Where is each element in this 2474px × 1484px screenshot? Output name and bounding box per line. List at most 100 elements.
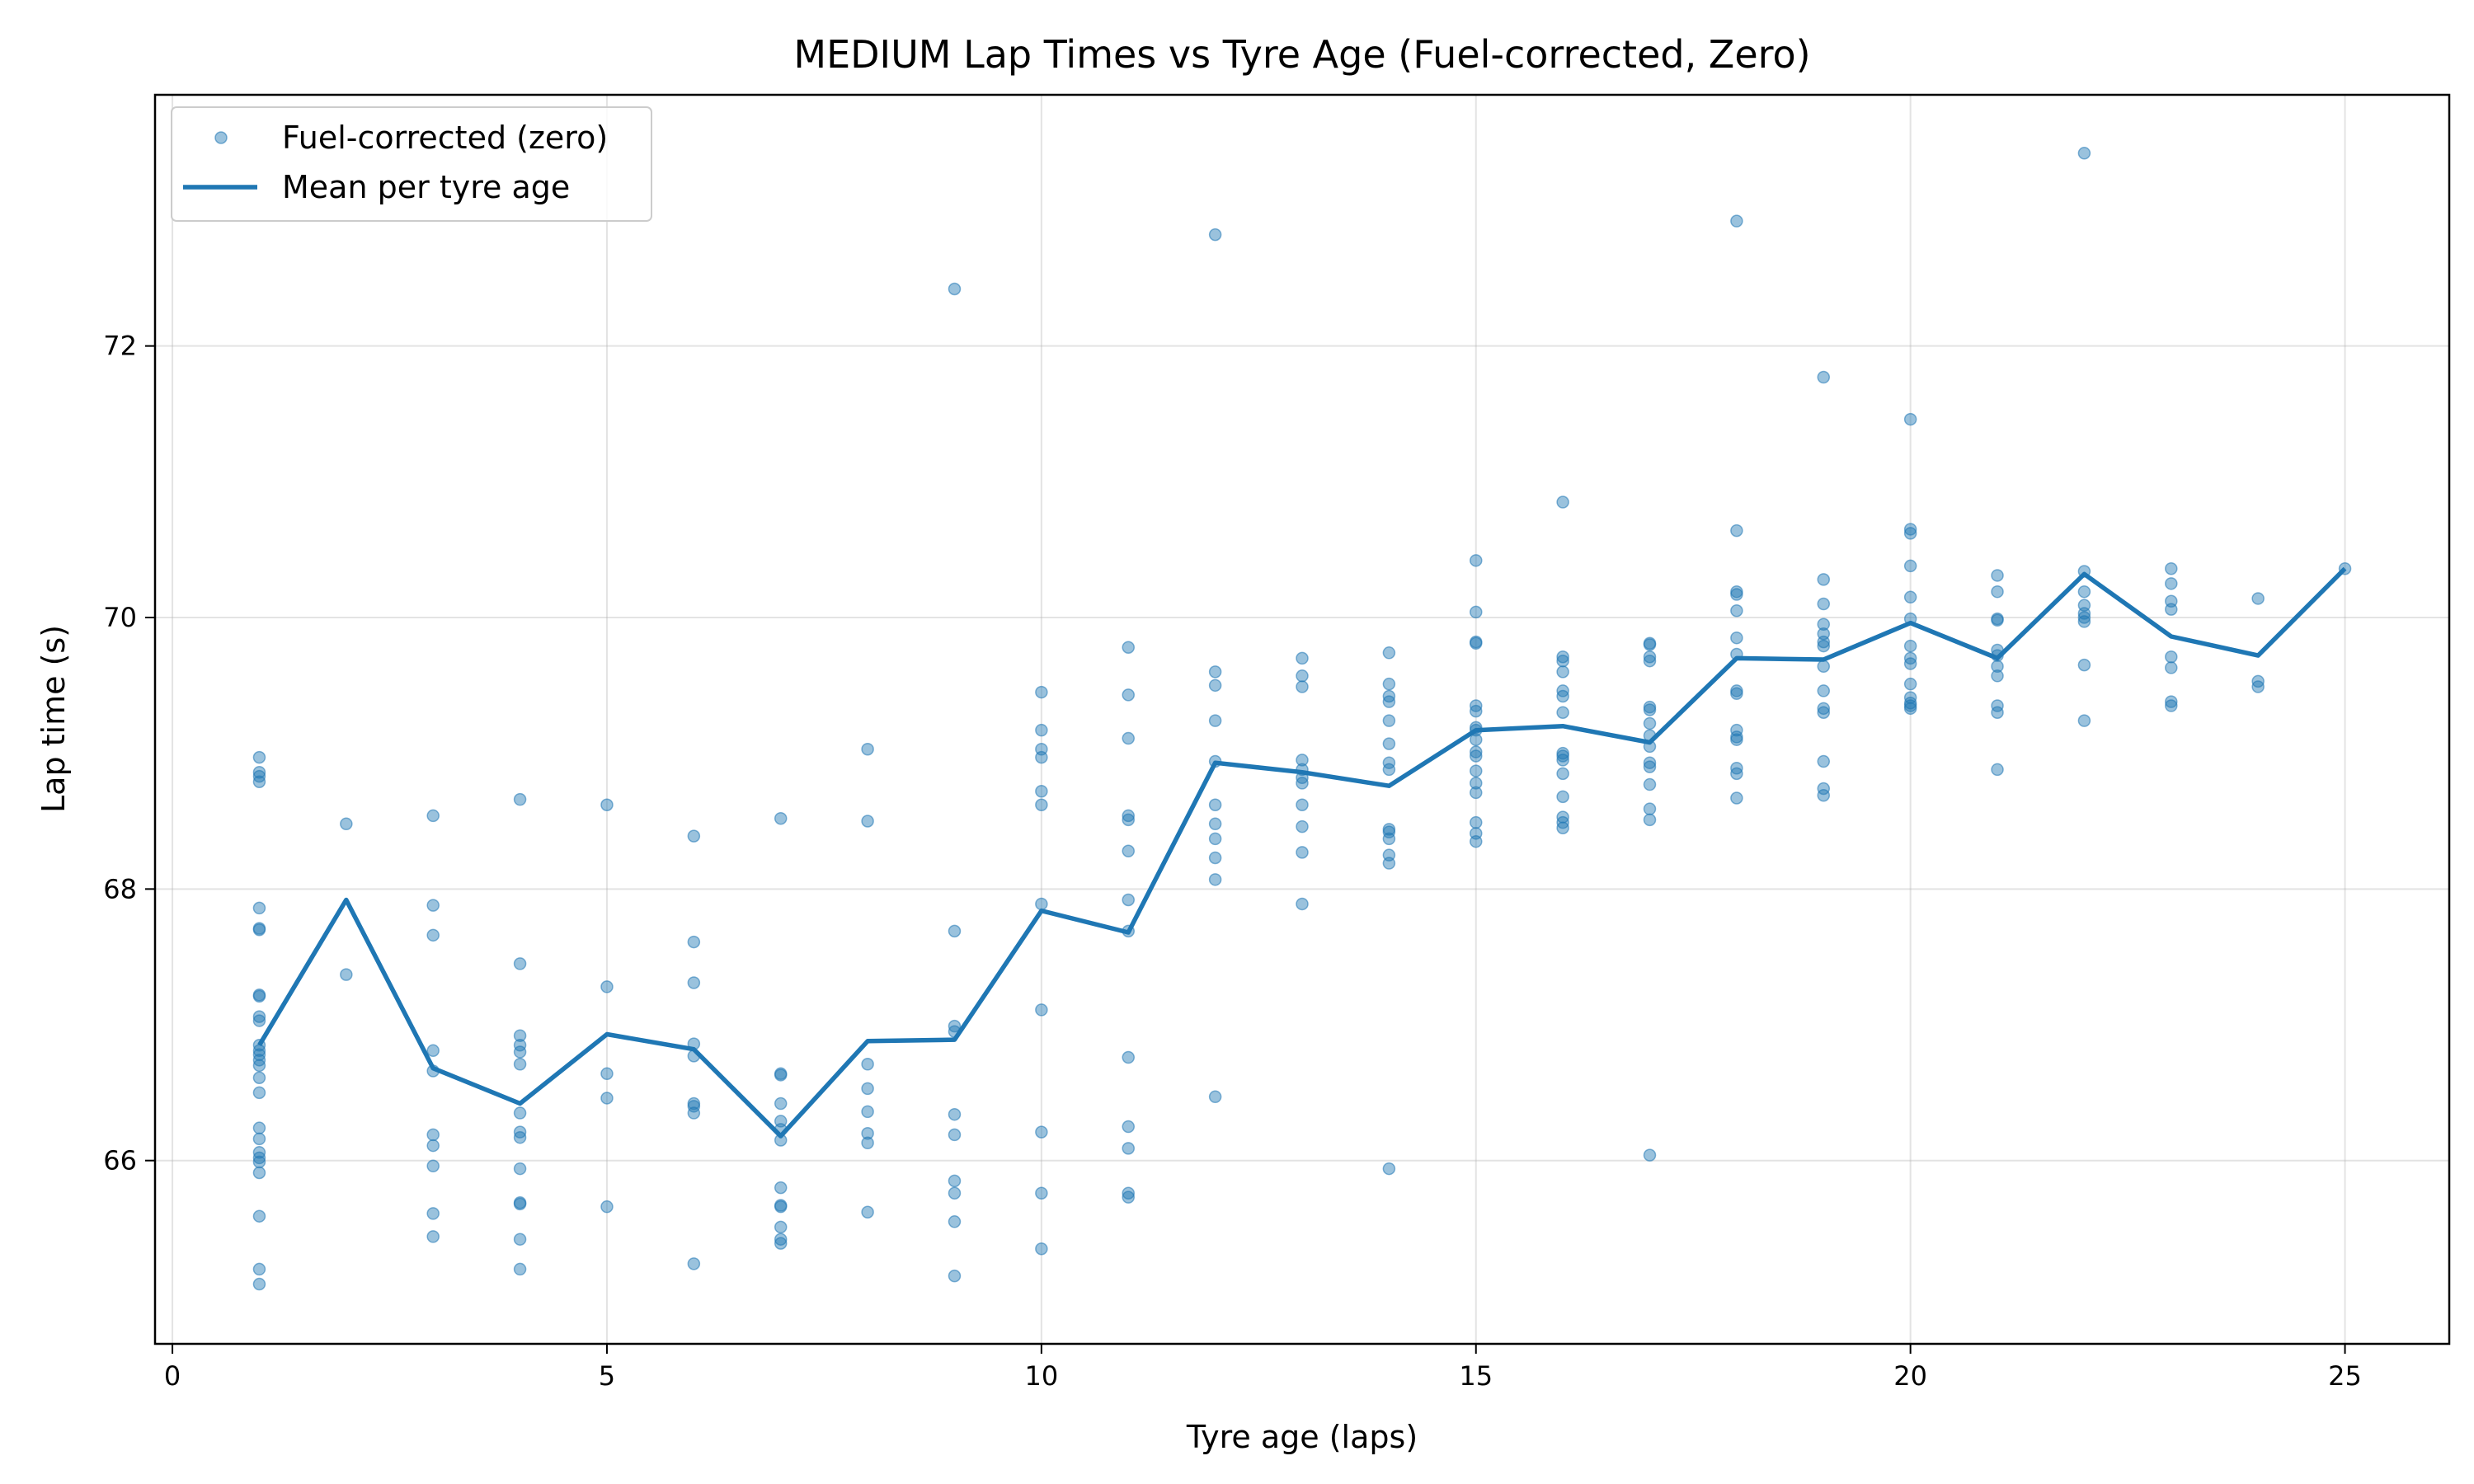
scatter-point bbox=[426, 1230, 440, 1243]
scatter-point bbox=[774, 811, 788, 825]
scatter-point bbox=[1903, 590, 1917, 604]
scatter-point bbox=[1208, 851, 1222, 865]
scatter-point bbox=[426, 899, 440, 912]
scatter-point bbox=[1296, 669, 1309, 683]
scatter-point bbox=[687, 1257, 701, 1270]
scatter-point bbox=[1470, 786, 1483, 800]
scatter-point bbox=[861, 1082, 874, 1096]
scatter-point bbox=[1556, 749, 1569, 763]
scatter-point bbox=[1470, 554, 1483, 567]
scatter-point bbox=[1556, 767, 1569, 781]
scatter-point bbox=[252, 1262, 266, 1276]
x-tick-label: 5 bbox=[599, 1360, 615, 1392]
scatter-point bbox=[1556, 665, 1569, 679]
scatter-point bbox=[1122, 813, 1135, 827]
scatter-point bbox=[1470, 704, 1483, 718]
scatter-point bbox=[513, 1130, 527, 1144]
scatter-point bbox=[1122, 1120, 1135, 1134]
scatter-point bbox=[1382, 832, 1396, 846]
plot-frame bbox=[153, 93, 2451, 1345]
scatter-point bbox=[1122, 1190, 1135, 1204]
scatter-point bbox=[340, 968, 353, 981]
scatter-point bbox=[1817, 684, 1831, 697]
scatter-point bbox=[252, 1277, 266, 1291]
scatter-point bbox=[252, 1059, 266, 1073]
scatter-point bbox=[1556, 790, 1569, 804]
scatter-point bbox=[426, 1044, 440, 1058]
scatter-point bbox=[1556, 495, 1569, 509]
scatter-point bbox=[252, 765, 266, 779]
scatter-point bbox=[1643, 703, 1657, 716]
scatter-point bbox=[774, 1233, 788, 1246]
scatter-point bbox=[1817, 660, 1831, 674]
scatter-point bbox=[1208, 665, 1222, 679]
scatter-point bbox=[1296, 651, 1309, 665]
scatter-point bbox=[1991, 585, 2004, 599]
scatter-point bbox=[252, 1014, 266, 1027]
scatter-series bbox=[252, 147, 2352, 1291]
scatter-point bbox=[774, 1068, 788, 1082]
scatter-point bbox=[1208, 228, 1222, 242]
scatter-point bbox=[2165, 603, 2178, 616]
scatter-point bbox=[1122, 809, 1135, 823]
scatter-point bbox=[1817, 573, 1831, 586]
scatter-point bbox=[426, 1139, 440, 1153]
scatter-point bbox=[2077, 658, 2091, 672]
scatter-point bbox=[687, 1100, 701, 1113]
scatter-point bbox=[1643, 756, 1657, 769]
chart-title: MEDIUM Lap Times vs Tyre Age (Fuel-corre… bbox=[793, 32, 1810, 77]
scatter-point bbox=[1470, 605, 1483, 619]
scatter-point bbox=[1643, 650, 1657, 664]
scatter-point bbox=[2165, 577, 2178, 590]
scatter-point bbox=[513, 1233, 527, 1246]
scatter-point bbox=[1122, 1186, 1135, 1200]
scatter-point bbox=[1903, 657, 1917, 670]
scatter-point bbox=[1382, 756, 1396, 769]
scatter-point bbox=[1382, 857, 1396, 870]
y-tick-label: 72 bbox=[103, 331, 137, 362]
scatter-point bbox=[1382, 646, 1396, 660]
scatter-point bbox=[1470, 834, 1483, 848]
scatter-point bbox=[252, 1071, 266, 1084]
scatter-point bbox=[1817, 702, 1831, 716]
scatter-point bbox=[1991, 613, 2004, 627]
scatter-point bbox=[1208, 873, 1222, 886]
scatter-point bbox=[600, 798, 614, 811]
scatter-point bbox=[1730, 214, 1743, 228]
scatter-point bbox=[1035, 897, 1048, 911]
scatter-point bbox=[1730, 791, 1743, 805]
scatter-point bbox=[1035, 1186, 1048, 1200]
scatter-point bbox=[948, 282, 962, 296]
scatter-point bbox=[426, 1207, 440, 1220]
scatter-point bbox=[2165, 699, 2178, 712]
scatter-point bbox=[1382, 677, 1396, 691]
scatter-point bbox=[2251, 680, 2265, 693]
scatter-point bbox=[252, 923, 266, 937]
scatter-point bbox=[1730, 604, 1743, 618]
scatter-point bbox=[948, 1128, 962, 1142]
scatter-point bbox=[774, 1200, 788, 1214]
scatter-point bbox=[600, 1092, 614, 1105]
scatter-point bbox=[1643, 813, 1657, 827]
scatter-point bbox=[774, 1220, 788, 1234]
scatter-point bbox=[1035, 723, 1048, 737]
scatter-point bbox=[1122, 1050, 1135, 1064]
scatter-point bbox=[1643, 1148, 1657, 1162]
scatter-point bbox=[1903, 412, 1917, 426]
y-axis: 66 68 70 72 bbox=[103, 331, 155, 1176]
scatter-point bbox=[1817, 597, 1831, 611]
scatter-point bbox=[1730, 588, 1743, 601]
scatter-point bbox=[1382, 825, 1396, 838]
scatter-point bbox=[1817, 639, 1831, 653]
scatter-point bbox=[774, 1237, 788, 1250]
scatter-point bbox=[1556, 821, 1569, 834]
scatter-point bbox=[1903, 527, 1917, 540]
scatter-point bbox=[948, 924, 962, 938]
scatter-point bbox=[600, 1200, 614, 1214]
legend-label-scatter: Fuel-corrected (zero) bbox=[282, 120, 608, 156]
scatter-point bbox=[861, 815, 874, 828]
scatter-point bbox=[1903, 639, 1917, 653]
scatter-point bbox=[861, 1127, 874, 1140]
x-tick-label: 0 bbox=[164, 1360, 181, 1392]
